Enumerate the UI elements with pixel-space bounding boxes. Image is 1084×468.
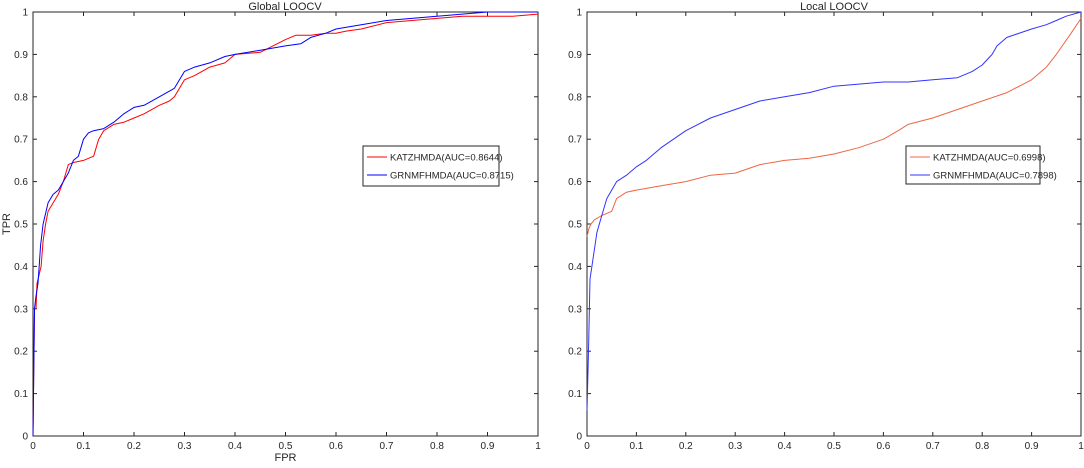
x-tick-label: 0.3 (178, 441, 192, 452)
x-tick-label: 0.1 (629, 441, 643, 452)
y-tick-label: 1 (22, 8, 28, 19)
legend-box (905, 145, 1041, 185)
x-tick-label: 0.6 (329, 441, 343, 452)
x-tick-label: 0.1 (77, 441, 91, 452)
chart-title: Global LOOCV (248, 1, 322, 13)
x-tick-label: 0.9 (481, 441, 495, 452)
y-tick-label: 0.3 (568, 304, 582, 315)
legend-entry: GRNMFHMDA(AUC=0.7898) (933, 171, 1057, 182)
x-tick-label: 0.6 (876, 441, 890, 452)
chart-panel-2: 0 0.1 0.2 0.3 0.4 0.5 0.6 0.7 0.8 0.9 1 0 0.1 0.2 0.3 0… (568, 1, 1084, 452)
x-tick-label: 1 (535, 441, 541, 452)
x-tick-label: 0.2 (127, 441, 141, 452)
y-tick-label: 0.1 (568, 389, 582, 400)
y-tick-label: 0.4 (14, 262, 28, 273)
x-tick-label: 0.5 (827, 441, 841, 452)
x-tick-label: 0.7 (380, 441, 394, 452)
y-tick-label: 0.5 (14, 220, 28, 231)
legend-entry: GRNMFHMDA(AUC=0.8715) (390, 171, 514, 182)
legend-entry: KATZHMDA(AUC=0.6998) (933, 153, 1046, 164)
x-tick-label: 1 (1078, 441, 1084, 452)
y-tick-label: 0.3 (14, 304, 28, 315)
x-tick-label: 0 (584, 441, 590, 452)
y-tick-label: 0 (22, 432, 28, 443)
y-tick-label: 0.1 (14, 389, 28, 400)
y-tick-label: 0.6 (568, 177, 582, 188)
y-tick-label: 0.8 (14, 92, 28, 103)
x-tick-label: 0.8 (975, 441, 989, 452)
y-tick-label: 0.2 (568, 347, 582, 358)
x-tick-label: 0 (30, 441, 36, 452)
x-axis-label: FPR (275, 452, 297, 463)
x-tick-label: 0.7 (926, 441, 940, 452)
x-tick-label: 0.9 (1025, 441, 1039, 452)
x-tick-label: 0.3 (728, 441, 742, 452)
series-line-2 (586, 11, 1082, 411)
y-tick-label: 0.7 (568, 135, 582, 146)
x-tick-label: 0.4 (778, 441, 792, 452)
x-tick-label: 0.4 (228, 441, 242, 452)
series-line-1 (32, 13, 539, 437)
y-tick-label: 0.4 (568, 262, 582, 273)
legend-box (362, 145, 500, 187)
chart-title: Local LOOCV (800, 1, 869, 13)
x-tick-label: 0.2 (679, 441, 693, 452)
series-line-1 (586, 18, 1082, 237)
y-tick-label: 0.8 (568, 92, 582, 103)
x-tick-label: 0.5 (279, 441, 293, 452)
y-tick-label: 0.5 (568, 220, 582, 231)
legend-entry: KATZHMDA(AUC=0.8644) (390, 153, 503, 164)
y-tick-label: 0 (576, 432, 582, 443)
y-tick-label: 0.9 (14, 50, 28, 61)
y-tick-label: 0.7 (14, 135, 28, 146)
y-axis-label: TPR (1, 213, 13, 235)
series-line-2 (32, 11, 538, 437)
y-tick-label: 1 (576, 8, 582, 19)
y-tick-label: 0.6 (14, 177, 28, 188)
chart-panel-1: 0 0.1 0.2 0.3 0.4 0.5 0.6 0.7 0.8 0.9 1 0 0.1 0.2 0.3 0… (1, 1, 541, 464)
y-tick-label: 0.9 (568, 50, 582, 61)
y-tick-label: 0.2 (14, 347, 28, 358)
x-tick-label: 0.8 (430, 441, 444, 452)
